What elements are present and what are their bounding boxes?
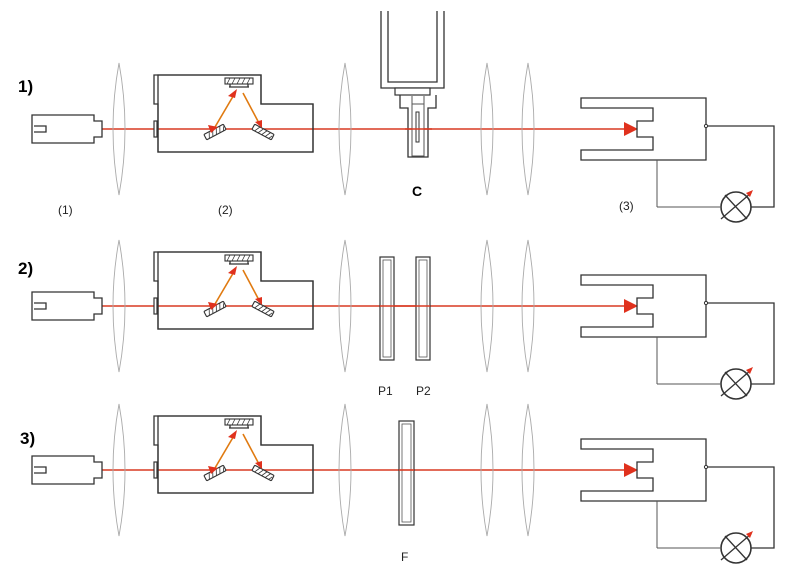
row-1-monochromator-icon: [154, 75, 313, 152]
label-component-3: (3): [619, 199, 634, 213]
row-3-detector-icon: [580, 438, 775, 564]
row-1-detector-icon: [580, 97, 775, 223]
row-1-label: 1): [18, 77, 33, 96]
row-2-beam-arrow-icon: [624, 299, 638, 313]
row-2-detector-icon: [580, 274, 775, 400]
row-1: 1) (1) (2) C (3): [18, 11, 775, 223]
plate-p1-icon: [379, 256, 395, 361]
row-3-beam-arrow-icon: [624, 463, 638, 477]
plate-p2-icon: [415, 256, 431, 361]
label-plate-p2: P2: [416, 384, 431, 398]
label-filter: F: [401, 550, 408, 564]
label-plate-p1: P1: [378, 384, 393, 398]
row-2: 2) P1 P2: [18, 239, 775, 400]
row-3-laser-source-icon: [31, 455, 103, 485]
cuvette-holder-icon: [380, 11, 445, 158]
row-3-monochromator-icon: [154, 416, 313, 493]
row-2-laser-source-icon: [31, 291, 103, 321]
row-1-laser-source-icon: [31, 114, 103, 144]
row-3: 3) F: [20, 403, 775, 564]
row-2-monochromator-icon: [154, 252, 313, 329]
label-component-2: (2): [218, 203, 233, 217]
label-cuvette: C: [412, 183, 422, 199]
label-component-1: (1): [58, 203, 73, 217]
row-2-label: 2): [18, 259, 33, 278]
row-1-beam-arrow-icon: [624, 122, 638, 136]
filter-icon: [398, 420, 415, 526]
row-3-label: 3): [20, 429, 35, 448]
